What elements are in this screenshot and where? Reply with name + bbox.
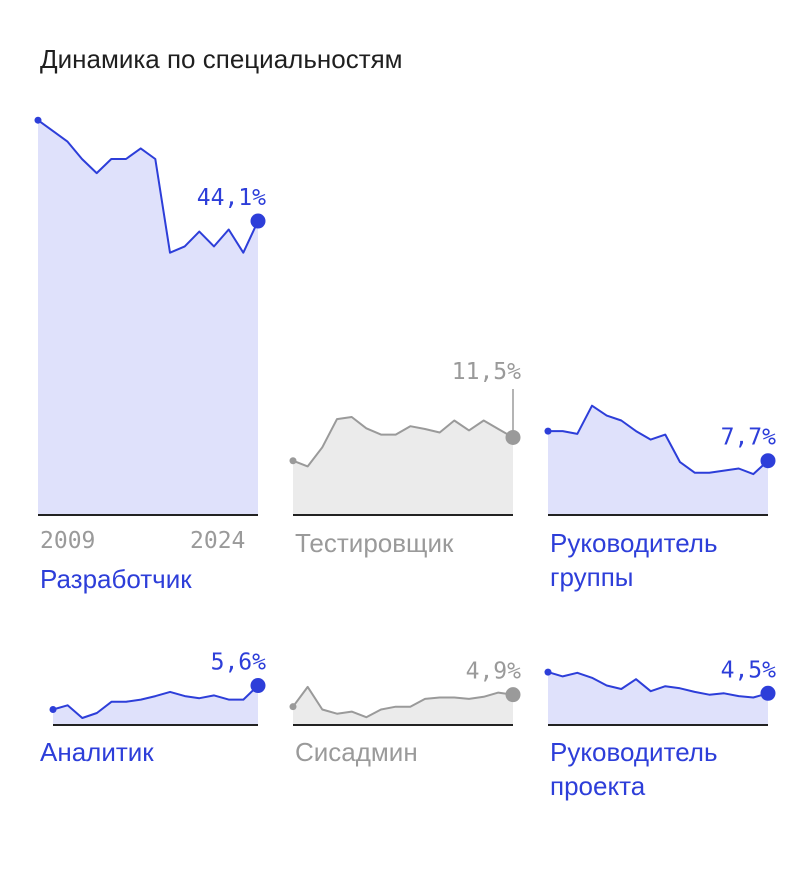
end-point-razrabotchik	[250, 213, 266, 229]
panel-label-testirovshchik: Тестировщик	[295, 526, 453, 560]
area-testirovshchik	[293, 417, 513, 515]
end-point-rukovoditel-proekta	[760, 685, 776, 701]
series-line-analitik	[52, 684, 259, 719]
series-line-sisadmin	[292, 685, 514, 719]
chart-title: Динамика по специальностям	[40, 44, 403, 74]
end-point-analitik	[250, 678, 266, 694]
area-rukovoditel-gruppy	[548, 405, 768, 515]
area-sisadmin	[293, 686, 513, 725]
panel-label-analitik: Аналитик	[40, 735, 154, 769]
end-value-label-sisadmin: 4,9%	[466, 659, 522, 685]
start-point-rukovoditel-gruppy	[544, 427, 552, 435]
area-analitik	[53, 685, 258, 725]
panel-label-rukovoditel-gruppy: Руководитель группы	[550, 526, 718, 594]
panel-label-line: Тестировщик	[295, 528, 454, 558]
end-point-testirovshchik	[505, 429, 521, 445]
panel-label-rukovoditel-proekta: Руководитель проекта	[550, 735, 718, 803]
series-line-rukovoditel-proekta	[547, 671, 769, 699]
start-point-rukovoditel-proekta	[544, 668, 552, 676]
area-rukovoditel-proekta	[548, 672, 768, 725]
end-point-sisadmin	[505, 687, 521, 703]
panel-label-line: Аналитик	[40, 737, 154, 767]
start-point-sisadmin	[289, 703, 297, 711]
end-value-label-rukovoditel-proekta: 4,5%	[721, 657, 777, 683]
start-point-razrabotchik	[34, 116, 42, 124]
panel-label-sisadmin: Сисадмин	[295, 735, 418, 769]
end-point-rukovoditel-gruppy	[760, 453, 776, 469]
panel-label-line: Сисадмин	[295, 737, 418, 767]
series-line-rukovoditel-gruppy	[548, 404, 769, 476]
panel-label-line: проекта	[550, 771, 646, 801]
panel-label-line: Разработчик	[40, 564, 192, 594]
panel-label-line: группы	[550, 562, 634, 592]
start-point-testirovshchik	[289, 457, 297, 465]
panel-label-razrabotchik: Разработчик	[40, 562, 192, 596]
series-line-razrabotchik	[37, 119, 259, 254]
x-end-label: 2024	[190, 528, 246, 554]
end-value-label-testirovshchik: 11,5%	[452, 359, 521, 385]
panel-label-line: Руководитель	[550, 528, 718, 558]
x-start-label: 2009	[40, 528, 96, 554]
end-value-label-razrabotchik: 44,1%	[197, 185, 266, 211]
end-value-label-analitik: 5,6%	[211, 650, 267, 676]
panel-label-line: Руководитель	[550, 737, 718, 767]
start-point-analitik	[49, 705, 57, 713]
series-line-testirovshchik	[292, 416, 514, 468]
area-razrabotchik	[38, 120, 258, 515]
end-value-label-rukovoditel-gruppy: 7,7%	[721, 425, 777, 451]
